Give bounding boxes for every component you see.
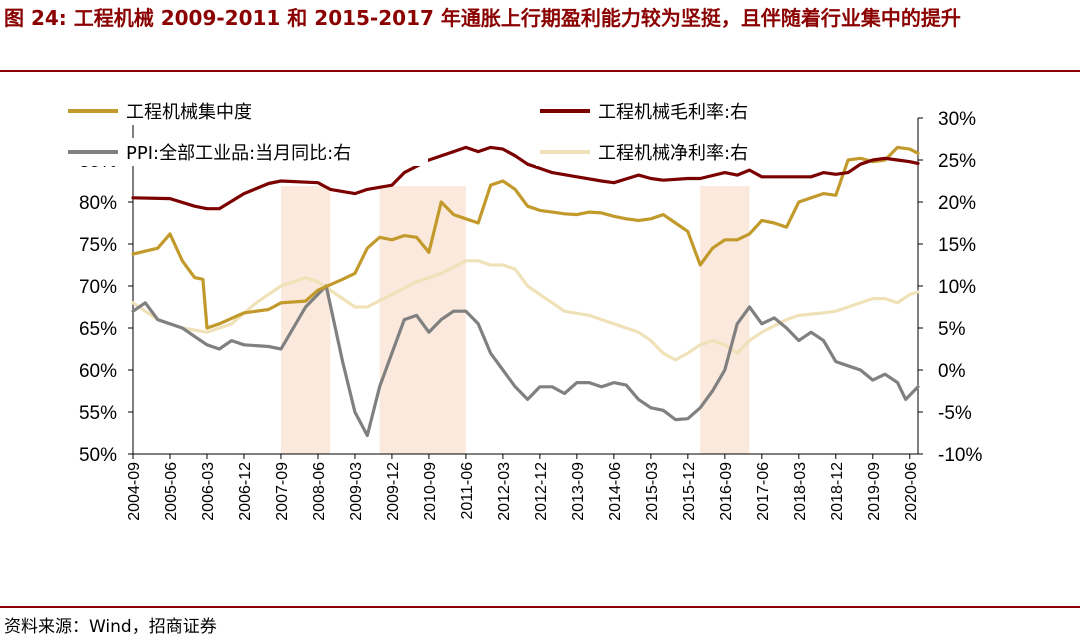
right-tick-label: -10% — [938, 445, 982, 466]
left-tick-label: 75% — [79, 235, 117, 256]
x-tick-label: 2010-09 — [422, 462, 439, 521]
x-tick-label: 2006-03 — [200, 462, 217, 521]
x-tick-label: 2012-12 — [533, 462, 550, 521]
x-tick-label: 2012-03 — [496, 462, 513, 521]
shaded-period-3 — [700, 186, 750, 454]
right-tick-label: 5% — [938, 319, 966, 340]
x-tick-label: 2004-09 — [126, 462, 143, 521]
x-tick-label: 2009-12 — [385, 462, 402, 521]
right-tick-label: -5% — [938, 403, 972, 424]
series-line-2 — [131, 145, 920, 211]
x-tick-label: 2005-06 — [163, 462, 180, 521]
x-tick-label: 2018-12 — [829, 462, 846, 521]
x-tick-label: 2014-06 — [607, 462, 624, 521]
right-tick-label: 25% — [938, 151, 976, 172]
source-divider — [0, 606, 1080, 608]
legend: 工程机械集中度 工程机械毛利率:右 PPI:全部工业品:当月同比:右 工程机械净利率:… — [64, 97, 767, 166]
series-line-3 — [131, 284, 920, 438]
right-tick-label: 10% — [938, 277, 976, 298]
left-tick-label: 50% — [79, 445, 117, 466]
left-tick-label: 60% — [79, 361, 117, 382]
series-lines — [131, 145, 920, 438]
axes: 90%85%80%75%70%65%60%55%50%30%25%20%15%1… — [79, 109, 982, 521]
line-chart: 90%85%80%75%70%65%60%55%50%30%25%20%15%1… — [64, 97, 983, 521]
title-divider — [0, 70, 1080, 72]
x-tick-label: 2009-03 — [348, 462, 365, 521]
right-tick-label: 0% — [938, 361, 966, 382]
figure-title: 图 24: 工程机械 2009-2011 和 2015-2017 年通胀上行期盈… — [4, 6, 961, 30]
x-tick-label: 2007-09 — [274, 462, 291, 521]
x-tick-label: 2016-09 — [718, 462, 735, 521]
shaded-period-2 — [379, 186, 466, 454]
shaded-period-1 — [280, 186, 331, 454]
right-tick-label: 30% — [938, 109, 976, 130]
x-tick-label: 2015-12 — [681, 462, 698, 521]
series-line-1 — [131, 145, 920, 330]
left-tick-label: 70% — [79, 277, 117, 298]
source-note: 资料来源：Wind，招商证券 — [4, 617, 217, 637]
x-tick-label: 2006-12 — [237, 462, 254, 521]
legend-label-2: 工程机械毛利率:右 — [598, 102, 748, 123]
right-tick-label: 15% — [938, 235, 976, 256]
legend-label-4: 工程机械净利率:右 — [598, 143, 748, 164]
legend-label-1: 工程机械集中度 — [126, 102, 252, 123]
x-tick-label: 2013-09 — [570, 462, 587, 521]
legend-label-3: PPI:全部工业品:当月同比:右 — [126, 143, 351, 164]
x-tick-label: 2019-09 — [866, 462, 883, 521]
x-tick-label: 2015-03 — [644, 462, 661, 521]
x-tick-label: 2011-06 — [459, 462, 476, 520]
series-line-4 — [131, 259, 920, 362]
legend-bg — [64, 138, 428, 166]
left-tick-label: 65% — [79, 319, 117, 340]
x-tick-label: 2017-06 — [755, 462, 772, 521]
right-tick-label: 20% — [938, 193, 976, 214]
shaded-periods — [280, 186, 750, 454]
x-tick-label: 2008-06 — [311, 462, 328, 521]
left-tick-label: 55% — [79, 403, 117, 424]
x-tick-label: 2018-03 — [792, 462, 809, 521]
x-tick-label: 2020-06 — [903, 462, 920, 521]
left-tick-label: 80% — [79, 193, 117, 214]
